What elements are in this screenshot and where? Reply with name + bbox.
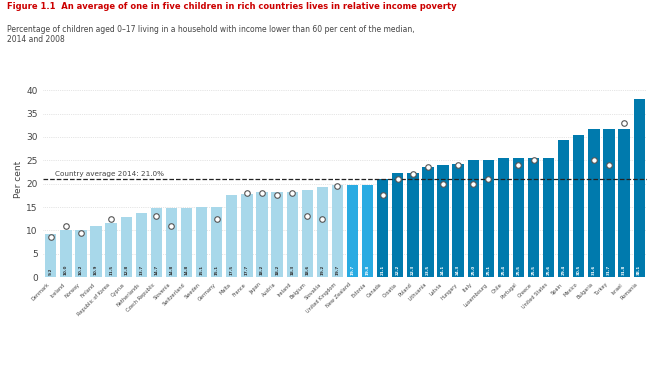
Text: 31.6: 31.6 [592,265,596,275]
Bar [60,231,71,277]
Bar [543,157,555,277]
Bar [332,185,343,277]
Bar [271,192,283,277]
Text: 9.2: 9.2 [49,268,53,275]
Bar [135,213,147,277]
Bar [196,207,207,277]
Bar [498,159,509,277]
Bar [45,234,56,277]
Bar [286,192,298,277]
Text: 19.2: 19.2 [320,265,324,275]
Text: 10.2: 10.2 [79,265,83,275]
Bar [241,194,252,277]
Bar [362,185,373,277]
Text: 10.9: 10.9 [94,265,98,275]
Bar [256,192,267,277]
Bar [573,135,585,277]
Bar [105,223,117,277]
Bar [347,185,358,277]
Bar [120,218,132,277]
Text: 18.2: 18.2 [260,265,264,275]
Text: 25.4: 25.4 [502,265,506,275]
Bar [151,208,162,277]
Text: 19.7: 19.7 [351,265,354,275]
Bar [483,160,494,277]
Text: 11.5: 11.5 [109,265,113,275]
Text: 24.1: 24.1 [441,265,445,275]
Text: 17.7: 17.7 [245,265,249,275]
Bar [301,190,313,277]
Text: 25.0: 25.0 [472,265,475,275]
Text: 13.7: 13.7 [139,265,143,275]
Bar [468,160,479,277]
Text: 14.8: 14.8 [169,265,173,275]
Text: 31.8: 31.8 [622,265,626,275]
Bar [619,129,630,277]
Text: 29.4: 29.4 [562,265,566,275]
Bar [513,158,524,277]
Bar [226,195,237,277]
Text: 21.1: 21.1 [381,265,385,275]
Bar [558,140,570,277]
Bar [377,179,388,277]
Text: 22.2: 22.2 [396,265,400,275]
Text: 25.5: 25.5 [517,265,521,275]
Bar [604,129,615,277]
Text: Figure 1.1  An average of one in five children in rich countries lives in relati: Figure 1.1 An average of one in five chi… [7,2,456,11]
Bar [75,229,86,277]
Text: 22.3: 22.3 [411,265,415,275]
Text: 19.8: 19.8 [366,265,370,275]
Text: 10.0: 10.0 [64,265,68,275]
Bar [588,129,600,277]
Text: 31.7: 31.7 [607,265,611,275]
Text: 18.6: 18.6 [305,265,309,275]
Bar [392,173,404,277]
Text: 38.1: 38.1 [637,265,641,275]
Bar [528,158,539,277]
Bar [90,226,102,277]
Bar [422,167,434,277]
Text: 30.5: 30.5 [577,265,581,275]
Bar [634,99,645,277]
Bar [438,164,449,277]
Text: Percentage of children aged 0–17 living in a household with income lower than 60: Percentage of children aged 0–17 living … [7,25,414,44]
Text: Country average 2014: 21.0%: Country average 2014: 21.0% [54,171,164,177]
Text: 12.8: 12.8 [124,265,128,275]
Text: 18.2: 18.2 [275,265,279,275]
Bar [453,164,464,277]
Text: 25.1: 25.1 [487,265,490,275]
Bar [166,208,177,277]
Text: 25.6: 25.6 [547,265,551,275]
Text: 15.1: 15.1 [199,265,203,275]
Text: 15.1: 15.1 [215,265,218,275]
Bar [181,208,192,277]
Text: 14.7: 14.7 [154,265,158,275]
Text: 19.7: 19.7 [336,265,339,275]
Y-axis label: Per cent: Per cent [14,161,24,198]
Text: 25.5: 25.5 [532,265,536,275]
Text: 17.5: 17.5 [230,265,234,275]
Bar [407,173,419,277]
Text: 24.3: 24.3 [456,265,460,275]
Text: 18.3: 18.3 [290,265,294,275]
Bar [317,187,328,277]
Text: 23.5: 23.5 [426,265,430,275]
Text: 14.8: 14.8 [184,265,188,275]
Bar [211,207,222,277]
